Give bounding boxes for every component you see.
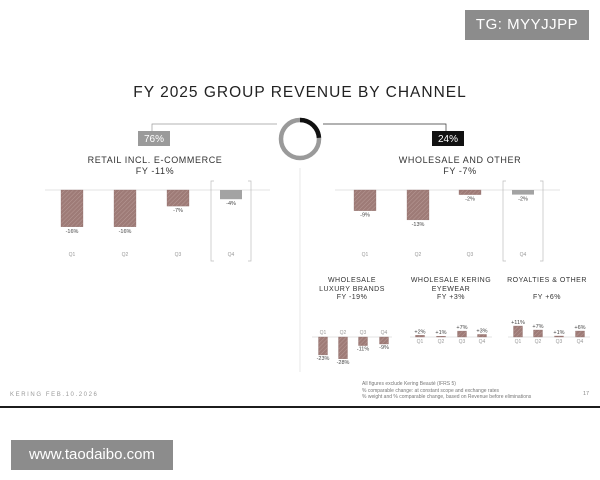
royalties-tick-q1: Q1 (515, 339, 522, 345)
retail-bracket-left (210, 180, 214, 262)
luxury-value-q1: -23% (317, 356, 330, 362)
eyewear-bar-q3 (457, 330, 467, 338)
eyewear-tick-q3: Q3 (459, 339, 466, 345)
wholesale-bracket-left (502, 180, 506, 262)
footnote-1: All figures exclude Kering Beauté (IFRS … (362, 381, 456, 387)
wholesale-pct-box (432, 131, 464, 146)
luxury-value-q2: -28% (337, 360, 350, 366)
royalties-fy: FY +6% (533, 294, 561, 301)
retail-value-q2: -16% (119, 229, 132, 235)
luxury-title: WHOLESALE LUXURY BRANDS (319, 277, 385, 293)
eyewear-tick-q2: Q2 (438, 339, 445, 345)
retail-bar-q1 (60, 189, 84, 227)
wholesale-bar-q4 (512, 190, 534, 195)
eyewear-tick-q4: Q4 (479, 339, 486, 345)
wholesale-pct-label: 24% (438, 134, 458, 145)
wholesale-tick-q4: Q4 (520, 252, 527, 258)
footnotes: All figures exclude Kering Beauté (IFRS … (362, 381, 531, 401)
retail-tick-q4: Q4 (228, 252, 235, 258)
luxury-bar-q3 (358, 336, 368, 346)
retail-title: RETAIL INCL. E-COMMERCE (87, 155, 223, 165)
slide-bottom-border (0, 406, 600, 408)
eyewear-value-q3: +7% (456, 325, 467, 331)
eyewear-title: WHOLESALE KERING EYEWEAR (410, 277, 492, 293)
retail-bar-q4 (220, 190, 242, 200)
wholesale-value-q4: -2% (518, 197, 528, 203)
retail-group: -16% Q1 -16% Q2 -7% Q3 -4% Q4 (45, 180, 270, 262)
retail-value-q4: -4% (226, 201, 236, 207)
luxury-value-q4: -9% (379, 345, 389, 351)
eyewear-value-q2: +1% (435, 330, 446, 336)
retail-tick-q2: Q2 (122, 252, 129, 258)
retail-pct-box (138, 131, 170, 146)
wholesale-value-q3: -2% (465, 197, 475, 203)
luxury-bar-q1 (318, 336, 328, 356)
wholesale-tick-q3: Q3 (467, 252, 474, 258)
wholesale-bracket-right (540, 180, 544, 262)
wholesale-bar-q2 (406, 189, 430, 221)
footnote-2: % comparable change: at constant scope a… (362, 387, 500, 394)
royalties-value-q2: +7% (532, 324, 543, 330)
slide-title: FY 2025 GROUP REVENUE BY CHANNEL (133, 84, 467, 101)
eyewear-value-q4: +3% (476, 328, 487, 334)
retail-value-q3: -7% (173, 208, 183, 214)
wholesale-connector (323, 123, 447, 131)
royalties-bar-q2 (533, 329, 543, 338)
luxury-bar-q2 (338, 336, 348, 359)
royalties-bar-q4 (575, 330, 585, 338)
luxury-value-q3: -11% (357, 347, 370, 353)
retail-bar-q2 (113, 189, 137, 227)
chart-canvas: 76% 24%-16%Q1-16%Q2-7%Q3-4%Q4-9%Q1-13%Q2-… (45, 117, 590, 372)
luxury-tick-q3: Q3 (360, 330, 367, 336)
wholesale-value-q1: -9% (360, 213, 370, 219)
eyewear-bar-q4 (477, 334, 487, 338)
royalties-tick-q2: Q2 (535, 339, 542, 345)
donut-slice-wholesale (299, 117, 322, 139)
eyewear-tick-q1: Q1 (417, 339, 424, 345)
wholesale-tick-q1: Q1 (362, 252, 369, 258)
royalties-value-q3: +1% (553, 330, 564, 336)
royalties-value-q1: +11% (511, 320, 525, 326)
eyewear-value-q1: +2% (414, 329, 425, 335)
retail-value-q1: -16% (66, 229, 79, 235)
luxury-tick-q4: Q4 (381, 330, 388, 336)
royalties-tick-q4: Q4 (577, 339, 584, 345)
royalties-value-q4: +6% (574, 325, 585, 331)
footnote-3: % weight and % comparable change, based … (362, 394, 532, 400)
luxury-group: -23% Q1 -28% Q2 -11% Q3 -9% Q4 (312, 330, 392, 366)
retail-bracket-right (248, 180, 252, 262)
eyewear-bar-q1 (415, 335, 425, 338)
retail-connector (151, 123, 277, 131)
luxury-tick-q2: Q2 (340, 330, 347, 336)
royalties-tick-q3: Q3 (556, 339, 563, 345)
eyewear-group: +2% Q1 +1% Q2 +7% Q3 +3% Q4 (410, 325, 492, 345)
site-watermark-badge: www.taodaibo.com (11, 440, 173, 470)
luxury-bar-q4 (379, 336, 389, 345)
eyewear-fy: FY +3% (437, 294, 465, 301)
royalties-title: ROYALTIES & OTHER (507, 277, 587, 284)
page-number: 17 (583, 391, 590, 397)
wholesale-fy: FY -7% (443, 166, 477, 176)
royalties-group: +11% Q1 +7% Q2 +1% Q3 +6% Q4 (508, 320, 590, 345)
tg-watermark-badge: TG: MYYJJPP (465, 10, 589, 40)
footer-brand-date: KERING FEB.10.2026 (10, 392, 99, 398)
wholesale-value-q2: -13% (412, 222, 425, 228)
wholesale-bar-q1 (353, 189, 377, 211)
retail-tick-q3: Q3 (175, 252, 182, 258)
luxury-tick-q1: Q1 (320, 330, 327, 336)
eyewear-bar-q2 (436, 335, 446, 338)
wholesale-group: -9% Q1 -13% Q2 -2% Q3 -2% Q4 (335, 180, 560, 262)
wholesale-tick-q2: Q2 (415, 252, 422, 258)
retail-bar-q3 (166, 189, 190, 207)
wholesale-bar-q3 (458, 189, 482, 195)
retail-tick-q1: Q1 (69, 252, 76, 258)
royalties-bar-q3 (554, 335, 564, 338)
retail-fy: FY -11% (135, 166, 175, 176)
royalties-bar-q1 (513, 325, 523, 338)
retail-pct-label: 76% (144, 134, 164, 145)
wholesale-title: WHOLESALE AND OTHER (398, 155, 522, 165)
luxury-fy: FY -19% (336, 294, 368, 301)
